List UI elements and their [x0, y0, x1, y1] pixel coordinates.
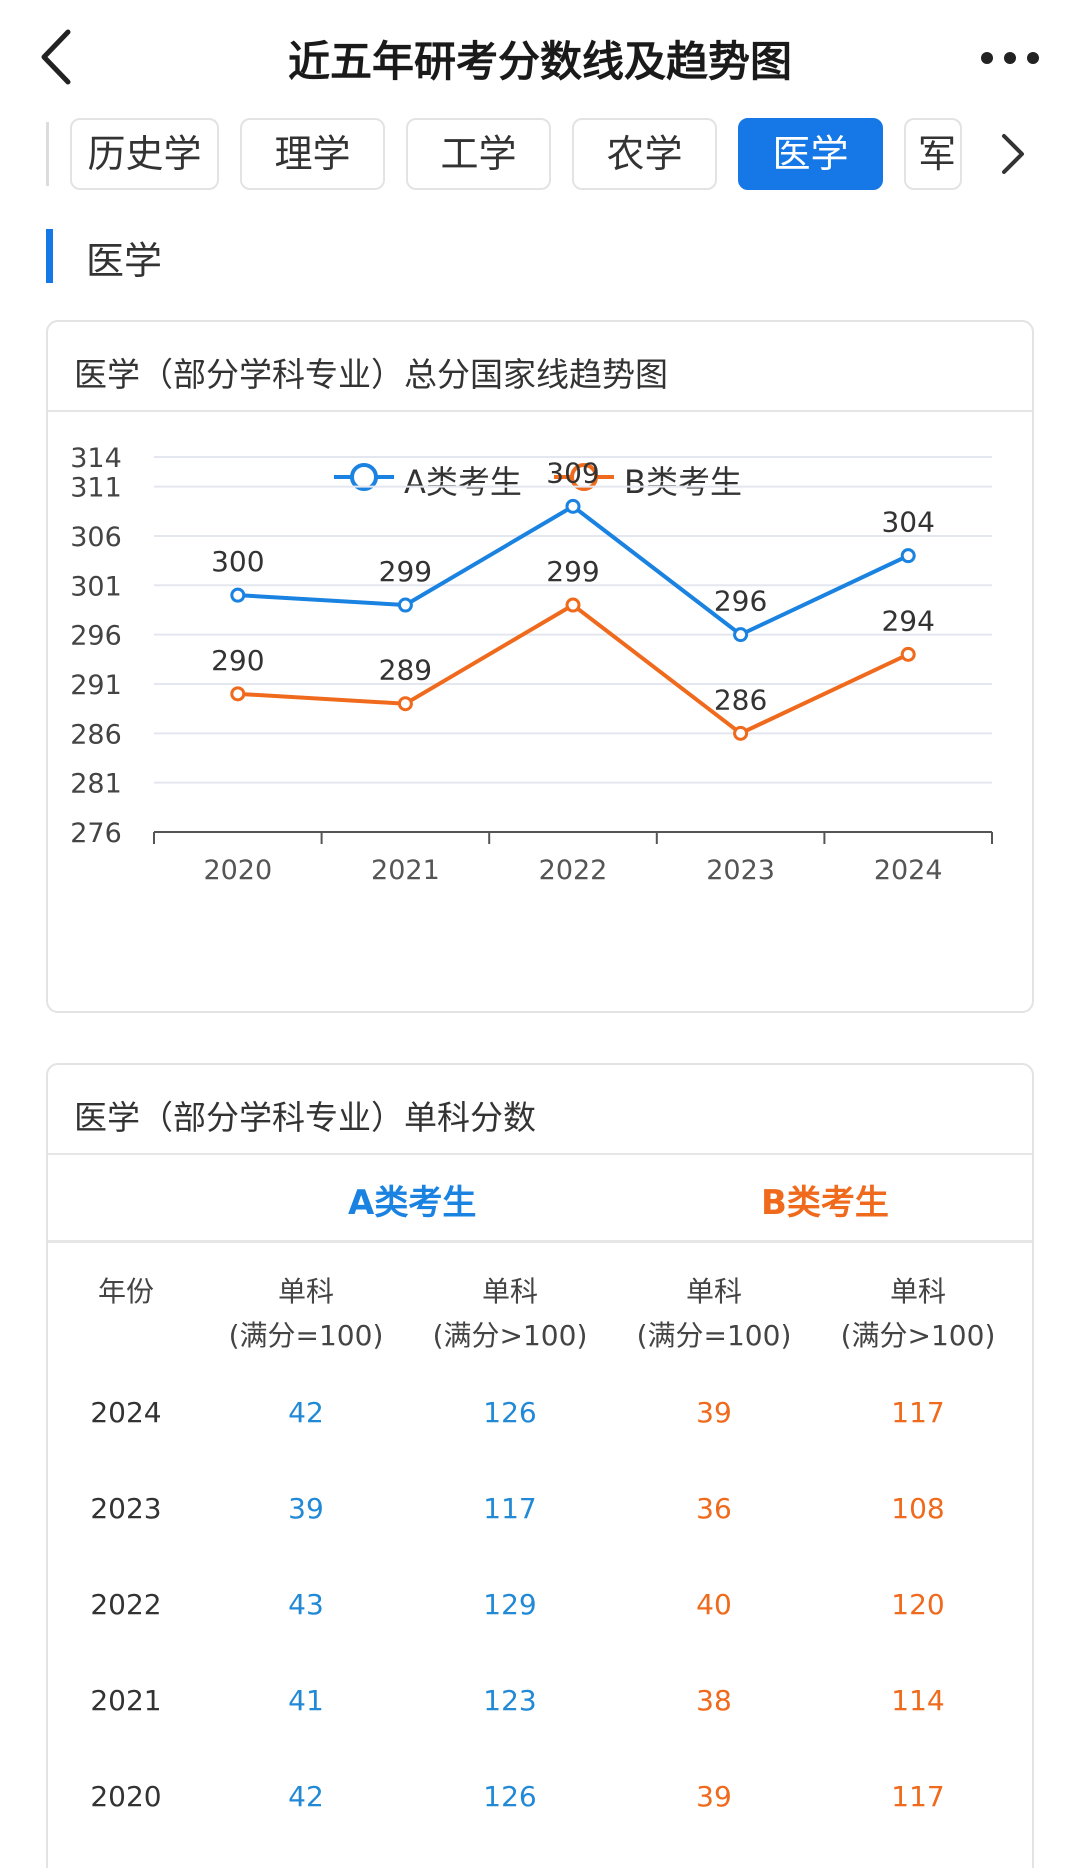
x-tick-label: 2020 [203, 855, 272, 886]
table-cell-b100: 39 [696, 1780, 732, 1813]
table-cell-year: 2023 [90, 1492, 162, 1525]
series-b-data-label: 289 [379, 654, 432, 687]
legend-marker-a [334, 463, 394, 491]
series-a-point [397, 597, 413, 613]
y-tick-label: 281 [70, 769, 122, 800]
table-cell-a100: 39 [288, 1492, 324, 1525]
tab-engineering[interactable]: 工学 [406, 118, 551, 190]
table-cell-b100: 40 [696, 1588, 732, 1621]
table-cell-b_over: 120 [891, 1588, 945, 1621]
page-title: 近五年研考分数线及趋势图 [287, 37, 792, 86]
series-b-data-label: 290 [211, 644, 264, 677]
top-bar: 近五年研考分数线及趋势图 [0, 0, 1080, 115]
x-tick-label: 2022 [539, 855, 608, 886]
table-cell-year: 2024 [90, 1396, 162, 1429]
series-b-point [733, 725, 749, 741]
trend-chart-card: 医学（部分学科专业）总分国家线趋势图 A类考生 B类考生 276 281 286 29… [46, 320, 1034, 1013]
y-tick-label: 306 [70, 522, 122, 553]
legend-label-a: A类考生 [404, 463, 522, 501]
score-table-title: 医学（部分学科专业）单科分数 [48, 1065, 1032, 1155]
series-b-line [237, 603, 910, 736]
section-title: 医学 [86, 239, 163, 283]
series-b-point [397, 696, 413, 712]
tab-scroll-edge [46, 122, 49, 186]
series-b-data-label: 294 [881, 604, 934, 637]
tab-science[interactable]: 理学 [240, 118, 385, 190]
table-cell-year: 2021 [90, 1684, 162, 1717]
column-header-score: 单科 (满分>100) [840, 1275, 996, 1352]
column-header-score: 单科 (满分=100) [228, 1275, 384, 1352]
table-cell-b_over: 117 [891, 1780, 945, 1813]
table-cell-year: 2020 [90, 1780, 162, 1813]
y-tick-label: 301 [70, 571, 122, 602]
y-tick-label: 276 [70, 818, 122, 849]
table-cell-a_over: 117 [483, 1492, 537, 1525]
table-cell-a_over: 123 [483, 1684, 537, 1717]
table-cell-a_over: 129 [483, 1588, 537, 1621]
table-cell-b_over: 108 [891, 1492, 945, 1525]
series-b-data-label: 299 [546, 555, 599, 588]
tabs-next-button[interactable] [990, 128, 1034, 180]
series-a-data-label: 304 [881, 506, 934, 539]
legend-marker-b [554, 463, 614, 491]
series-a-point [565, 498, 581, 514]
series-a-data-label: 300 [211, 545, 264, 578]
series-a-point [733, 627, 749, 643]
series-a-data-label: 296 [714, 585, 767, 618]
y-tick-label: 314 [70, 443, 122, 474]
column-header-score: 单科 (满分=100) [636, 1275, 792, 1352]
series-a-data-label: 299 [379, 555, 432, 588]
x-tick-label: 2024 [874, 855, 943, 886]
series-a-point [900, 548, 916, 564]
column-header-year: 年份 [97, 1275, 154, 1308]
y-tick-label: 291 [70, 670, 122, 701]
trend-chart-title: 医学（部分学科专业）总分国家线趋势图 [48, 322, 1032, 412]
tab-military[interactable]: 军 [904, 118, 962, 190]
series-a-data-label: 309 [546, 456, 599, 489]
group-a-label: A类考生 [348, 1183, 477, 1223]
back-button[interactable] [30, 22, 90, 92]
table-cell-a100: 43 [288, 1588, 324, 1621]
table-cell-b_over: 117 [891, 1396, 945, 1429]
tab-history[interactable]: 历史学 [70, 118, 219, 190]
x-tick-label: 2023 [706, 855, 775, 886]
table-cell-b100: 39 [696, 1396, 732, 1429]
group-b-label: B类考生 [761, 1183, 889, 1223]
score-table-card: 医学（部分学科专业）单科分数 A类考生 B类考生 [46, 1063, 1034, 1868]
table-cell-a100: 42 [288, 1396, 324, 1429]
table-cell-a_over: 126 [483, 1396, 537, 1429]
legend-item-a[interactable]: A类考生 [334, 452, 534, 502]
table-cell-b100: 38 [696, 1684, 732, 1717]
series-b-point [900, 646, 916, 662]
series-b-point [565, 597, 581, 613]
series-a-point [230, 587, 246, 603]
series-b-point [230, 686, 246, 702]
column-header-score: 单科 (满分>100) [432, 1275, 588, 1352]
legend-item-b[interactable]: B类考生 [554, 452, 754, 502]
y-tick-label: 286 [70, 719, 122, 750]
table-cell-a100: 42 [288, 1780, 324, 1813]
y-tick-label: 311 [70, 473, 122, 504]
legend-label-b: B类考生 [624, 463, 742, 501]
more-dots-icon [981, 52, 1039, 64]
chevron-left-icon [41, 29, 71, 85]
more-button[interactable] [975, 38, 1045, 78]
table-cell-year: 2022 [90, 1588, 162, 1621]
series-b-data-label: 286 [714, 683, 767, 716]
tab-medicine[interactable]: 医学 [738, 118, 883, 190]
table-cell-a100: 41 [288, 1684, 324, 1717]
discipline-tabs: 历史学 理学 工学 农学 医学 军 [0, 118, 1080, 192]
section-accent-bar [46, 229, 53, 283]
chart-legend: A类考生 B类考生 [48, 452, 1032, 502]
table-cell-a_over: 126 [483, 1780, 537, 1813]
x-tick-label: 2021 [371, 855, 440, 886]
chevron-right-icon [1002, 134, 1024, 174]
tab-agriculture[interactable]: 农学 [572, 118, 717, 190]
table-cell-b100: 36 [696, 1492, 732, 1525]
table-cell-b_over: 114 [891, 1684, 945, 1717]
y-tick-label: 296 [70, 621, 122, 652]
group-header-row: A类考生 B类考生 [48, 1155, 1032, 1243]
